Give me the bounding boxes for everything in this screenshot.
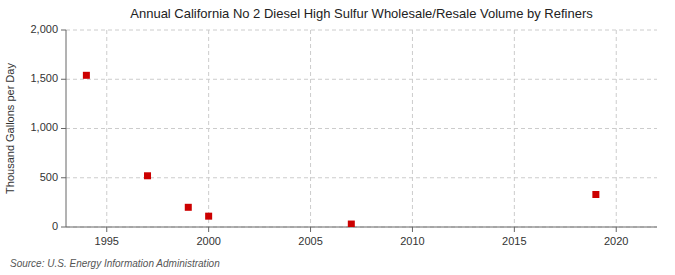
y-tick-label: 500 (40, 171, 58, 183)
x-tick-label: 2000 (196, 235, 220, 247)
y-grid-line (66, 79, 657, 80)
source: Source: U.S. Energy Information Administ… (10, 258, 220, 269)
y-tick (61, 128, 66, 129)
x-axis-line (66, 227, 657, 228)
y-axis-label: Thousand Gallons per Day (4, 63, 16, 194)
x-tick-label: 2010 (400, 235, 424, 247)
y-tick-label: 0 (52, 220, 58, 232)
title: Annual California No 2 Diesel High Sulfu… (130, 6, 593, 21)
x-grid-line (208, 30, 209, 227)
x-tick (616, 227, 617, 232)
axes: 0 500 1,000 1,500 2,000 1995 2000 2005 2010 2015 2… (30, 23, 657, 247)
y-tick-label: 2,000 (30, 23, 58, 35)
x-tick (310, 227, 311, 232)
background (0, 0, 675, 275)
points (83, 72, 599, 227)
y-axis-line (66, 30, 67, 227)
chart: 0 500 1,000 1,500 2,000 1995 2000 2005 2010 2015 2… (0, 0, 675, 275)
x-tick (208, 227, 209, 232)
x-tick-label: 1995 (95, 235, 119, 247)
y-grid-line (66, 30, 657, 31)
y-grid-line (66, 227, 657, 228)
y-tick (61, 177, 66, 178)
x-tick-label: 2005 (298, 235, 322, 247)
y-tick (61, 227, 66, 228)
x-grid-line (106, 30, 107, 227)
x-tick-label: 2015 (502, 235, 526, 247)
y-tick-label: 1,500 (30, 72, 58, 84)
x-grid-line (616, 30, 617, 227)
point (83, 72, 90, 79)
grid (66, 30, 657, 227)
x-tick (106, 227, 107, 232)
x-grid-line (310, 30, 311, 227)
x-grid-line (412, 30, 413, 227)
y-grid-line (66, 177, 657, 178)
point (185, 204, 192, 211)
x-tick-label: 2020 (604, 235, 628, 247)
point (205, 213, 212, 220)
x-grid-line (514, 30, 515, 227)
point (348, 221, 355, 227)
y-tick-label: 1,000 (30, 121, 58, 133)
point (592, 191, 599, 198)
x-tick (412, 227, 413, 232)
y-grid-line (66, 128, 657, 129)
y-tick (61, 79, 66, 80)
x-tick (514, 227, 515, 232)
point (144, 172, 151, 179)
y-tick (61, 30, 66, 31)
